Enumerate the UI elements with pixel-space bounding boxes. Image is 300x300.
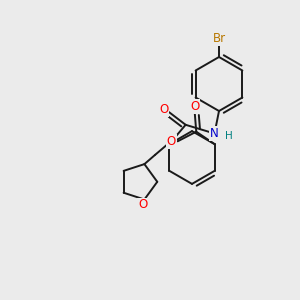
Text: Br: Br: [212, 32, 226, 45]
Text: O: O: [159, 103, 168, 116]
Text: N: N: [210, 127, 219, 140]
Text: O: O: [138, 198, 148, 212]
Text: O: O: [190, 100, 200, 113]
Text: H: H: [225, 131, 233, 141]
Text: O: O: [167, 135, 176, 148]
